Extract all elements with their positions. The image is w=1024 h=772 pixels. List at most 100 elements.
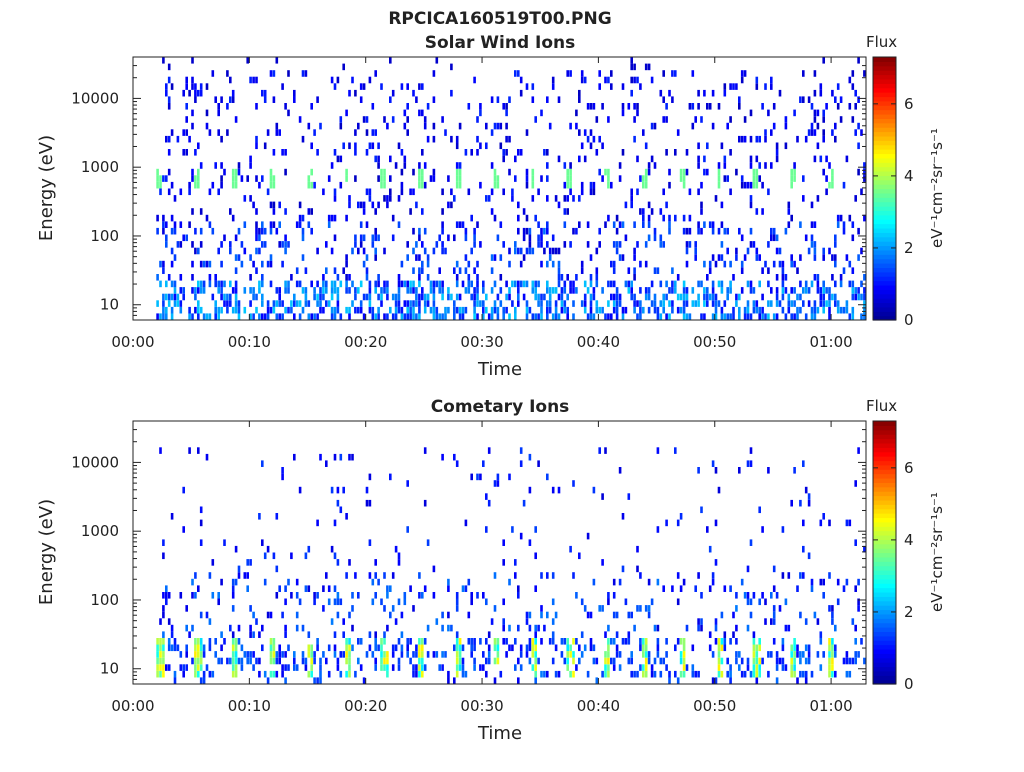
flux-cell [778,657,782,665]
flux-cell [531,651,535,658]
flux-cell [595,274,599,281]
flux-cell [249,162,252,169]
flux-cell [708,585,712,592]
flux-cell [496,175,500,182]
flux-cell [729,287,732,294]
flux-cell [438,313,441,320]
flux-cell [854,638,857,645]
flux-cell [828,181,831,189]
flux-cell [348,453,351,461]
flux-cell [592,293,596,301]
flux-cell [598,605,601,612]
flux-cell [517,70,520,77]
flux-cell [313,293,316,301]
flux-cell [421,657,424,665]
flux-cell [714,306,718,314]
flux-cell [194,293,197,301]
flux-cell [546,611,549,619]
flux-cell [409,287,412,294]
flux-cell [546,572,549,579]
flux-cell [851,280,855,288]
colorbar-segment [873,311,896,317]
flux-cell [249,287,252,294]
flux-cell [813,109,817,117]
flux-cell [665,116,668,123]
flux-cell [435,618,439,625]
flux-cell [679,651,683,658]
flux-cell [857,447,860,454]
flux-cell [636,313,639,320]
flux-cell [860,129,863,136]
flux-cell [755,175,759,182]
flux-cell [796,651,799,658]
flux-cell [828,300,831,307]
flux-cell [342,631,345,638]
flux-cell [834,241,837,248]
colorbar-segment [873,166,896,172]
flux-cell [703,155,706,163]
flux-cell [746,300,750,307]
flux-cell [653,306,657,314]
flux-cell [234,664,238,671]
flux-cell [563,638,567,645]
flux-cell [473,313,476,320]
flux-cell [333,149,337,156]
flux-cell [458,122,462,130]
flux-cell [566,644,569,652]
flux-cell [482,300,485,307]
x-tick-label: 00:20 [344,333,387,351]
colorbar-segment [873,534,896,540]
flux-cell [828,644,831,652]
flux-cell [432,300,436,307]
colorbar-segment [873,206,896,212]
flux-cell [464,149,468,156]
flux-cell [575,664,578,671]
flux-cell [546,280,549,288]
flux-cell [659,280,663,288]
flux-cell [415,287,418,294]
flux-cell [688,241,692,248]
flux-cell [711,287,715,294]
flux-cell [194,657,197,665]
flux-cell [714,300,718,307]
flux-cell [836,214,840,222]
flux-cell [281,473,284,481]
flux-cell [578,552,581,560]
flux-cell [176,293,180,301]
flux-cell [775,234,779,242]
flux-cell [517,293,520,301]
flux-cell [860,280,863,288]
flux-cell [621,221,625,228]
flux-cell [831,657,834,665]
flux-cell [240,657,244,665]
flux-cell [266,188,270,196]
flux-cell [676,598,680,606]
flux-cell [505,638,508,645]
flux-cell [644,287,648,294]
flux-cell [772,565,776,573]
flux-cell [531,175,535,182]
flux-cell [566,651,569,658]
flux-cell [703,221,706,228]
flux-cell [644,651,648,658]
flux-cell [397,306,401,314]
flux-cell [723,260,727,268]
flux-cell [421,109,424,117]
flux-cell [415,201,418,209]
flux-cell [275,513,279,520]
flux-cell [386,657,389,665]
flux-cell [255,618,258,625]
flux-cell [775,142,779,150]
flux-cell [578,221,581,228]
flux-cell [493,254,497,261]
flux-cell [348,638,351,645]
x-tick-label: 00:30 [460,333,503,351]
flux-cell [834,651,837,658]
flux-cell [589,274,593,281]
flux-cell [409,300,412,307]
flux-cell [551,657,555,665]
flux-cell [505,651,508,658]
flux-cell [231,578,235,586]
flux-cell [560,651,564,658]
flux-cell [682,644,686,652]
